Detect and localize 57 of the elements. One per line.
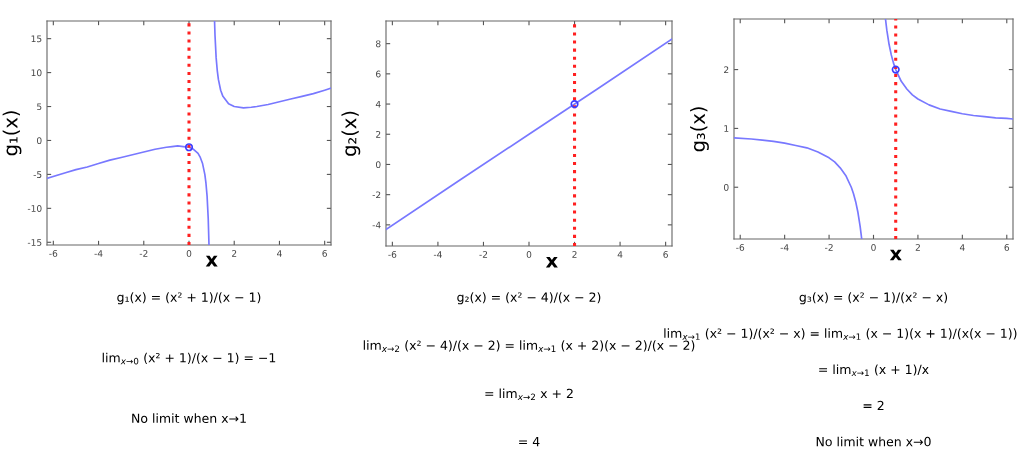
- x-tick-label: 4: [277, 250, 282, 257]
- y-tick-label: 6: [376, 70, 381, 78]
- x-tick-label: -2: [139, 250, 148, 257]
- y-axis-title: g₂(x): [341, 111, 361, 156]
- x-axis-title: x: [205, 255, 218, 267]
- y-tick-label: -2: [372, 191, 381, 199]
- x-tick-label: 2: [232, 250, 237, 257]
- x-tick-label: 6: [1004, 244, 1010, 251]
- y-tick-label: 8: [376, 40, 381, 48]
- y-tick-label: -10: [27, 205, 42, 212]
- x-axis-title: x: [889, 249, 902, 261]
- x-tick-label: 0: [186, 250, 192, 257]
- y-tick-label: 5: [37, 103, 42, 111]
- text: g₃(x) = (x² − 1)/(x² − x): [799, 292, 948, 305]
- x-tick-label: 6: [663, 251, 668, 258]
- y-tick-label: 0: [375, 161, 381, 169]
- x-tick-label: -4: [780, 244, 789, 251]
- y-axis-title: g₃(x): [690, 107, 709, 152]
- text: = 4: [519, 437, 540, 447]
- text: No limit when x→1: [132, 413, 246, 424]
- x-tick-label: 4: [959, 244, 965, 251]
- y-tick-label: 0: [723, 183, 729, 191]
- text: = 2: [863, 400, 884, 411]
- y-tick-label: 15: [31, 35, 42, 43]
- x-tick-label: -4: [94, 250, 103, 257]
- x-tick-label: -6: [388, 251, 397, 258]
- y-tick-label: 2: [724, 66, 729, 74]
- x-tick-label: -6: [49, 250, 58, 257]
- x-tick-label: -6: [736, 244, 745, 251]
- y-tick-label: 2: [376, 130, 381, 138]
- x-tick-label: 2: [915, 244, 920, 251]
- text: lim$_{x→2}$ (x² − 4)/(x − 2) = lim$_{x→1}$ (x + 2)(x − 2)/(x − 2): [363, 340, 695, 352]
- x-tick-label: -4: [433, 251, 442, 258]
- line-series: [386, 38, 672, 231]
- text: = lim$_{x→2}$ x + 2: [485, 388, 573, 401]
- text: No limit when x→0: [816, 436, 931, 447]
- x-axis-title: x: [545, 256, 558, 268]
- x-tick-label: -2: [479, 251, 488, 258]
- text: g₁(x) = (x² + 1)/(x − 1): [117, 292, 261, 305]
- x-tick-label: -2: [825, 244, 833, 251]
- text: lim$_{x→1}$ (x² − 1)/(x² − x) = lim$_{x→1}$ (x − 1)(x + 1)/(x(x − 1)): [664, 328, 1017, 340]
- y-axis-title: g₁(x): [2, 111, 22, 156]
- y-tick-label: -5: [33, 171, 42, 178]
- x-tick-label: 6: [322, 250, 327, 257]
- y-tick-label: 4: [375, 100, 381, 108]
- x-tick-label: 4: [617, 251, 623, 258]
- x-tick-label: 0: [526, 251, 532, 258]
- x-tick-label: 2: [572, 251, 577, 258]
- y-tick-label: 1: [724, 125, 729, 132]
- x-tick-label: 0: [871, 244, 876, 251]
- text: g₂(x) = (x² − 4)/(x − 2): [457, 292, 601, 305]
- y-tick-label: -15: [27, 239, 42, 246]
- y-tick-label: 10: [31, 69, 42, 77]
- text: = lim$_{x→1}$ (x + 1)/x: [819, 364, 929, 376]
- text: lim$_{x→0}$ (x² + 1)/(x − 1) = −1: [102, 352, 276, 365]
- y-tick-label: 0: [36, 137, 42, 145]
- y-tick-label: -4: [372, 221, 381, 229]
